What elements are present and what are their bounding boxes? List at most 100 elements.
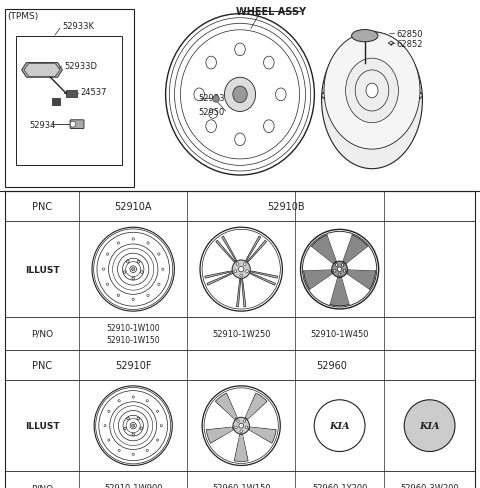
Circle shape <box>162 268 164 271</box>
Ellipse shape <box>264 121 274 133</box>
Bar <box>5 10 134 188</box>
Circle shape <box>130 423 136 429</box>
Polygon shape <box>209 274 240 306</box>
Polygon shape <box>216 241 235 263</box>
Circle shape <box>234 270 237 273</box>
Circle shape <box>104 425 106 427</box>
Circle shape <box>146 400 148 402</box>
Polygon shape <box>226 232 257 261</box>
Ellipse shape <box>235 44 245 57</box>
Ellipse shape <box>346 59 398 123</box>
Ellipse shape <box>351 30 378 42</box>
Ellipse shape <box>324 33 420 150</box>
Bar <box>5 192 475 488</box>
Circle shape <box>404 400 455 451</box>
Circle shape <box>202 386 280 466</box>
Circle shape <box>132 299 134 301</box>
Circle shape <box>239 424 243 428</box>
Circle shape <box>117 243 120 244</box>
Ellipse shape <box>206 121 216 133</box>
Polygon shape <box>310 275 337 305</box>
Polygon shape <box>205 271 232 279</box>
Circle shape <box>132 424 135 427</box>
Circle shape <box>200 228 282 311</box>
Circle shape <box>314 400 365 451</box>
Circle shape <box>141 271 143 274</box>
Circle shape <box>92 228 174 311</box>
Circle shape <box>140 427 143 430</box>
Circle shape <box>132 433 134 436</box>
Polygon shape <box>304 247 333 271</box>
Text: 52950: 52950 <box>198 108 225 117</box>
Circle shape <box>158 284 160 286</box>
Text: 52960: 52960 <box>316 361 347 370</box>
Text: P/NO: P/NO <box>31 329 53 338</box>
Polygon shape <box>249 427 276 444</box>
Circle shape <box>94 386 172 466</box>
Circle shape <box>147 243 149 244</box>
Polygon shape <box>342 275 370 305</box>
Ellipse shape <box>264 57 274 70</box>
Circle shape <box>160 425 162 427</box>
Text: P/NO: P/NO <box>31 483 53 488</box>
Circle shape <box>243 420 246 423</box>
Circle shape <box>107 253 108 256</box>
Text: 52960-1W150: 52960-1W150 <box>212 483 271 488</box>
Text: KIA: KIA <box>420 421 440 430</box>
Circle shape <box>137 417 140 420</box>
Polygon shape <box>250 273 276 286</box>
Text: ILLUST: ILLUST <box>24 421 60 430</box>
Ellipse shape <box>194 89 204 102</box>
Ellipse shape <box>322 33 422 169</box>
Circle shape <box>156 410 159 412</box>
Polygon shape <box>206 427 233 444</box>
Circle shape <box>240 430 242 433</box>
Ellipse shape <box>225 78 255 112</box>
Ellipse shape <box>276 89 286 102</box>
Text: 52910-1W100
52910-1W150: 52910-1W100 52910-1W150 <box>107 323 160 345</box>
Circle shape <box>132 238 134 241</box>
Ellipse shape <box>235 134 245 146</box>
Circle shape <box>108 439 110 441</box>
Circle shape <box>108 410 110 412</box>
Text: 52960-3W200: 52960-3W200 <box>400 483 459 488</box>
Text: ILLUST: ILLUST <box>24 265 60 274</box>
Polygon shape <box>234 435 248 462</box>
Text: 52933K: 52933K <box>62 22 95 31</box>
Circle shape <box>118 400 120 402</box>
Polygon shape <box>251 271 277 279</box>
Text: 52910-1W450: 52910-1W450 <box>311 329 369 338</box>
Circle shape <box>102 268 105 271</box>
Polygon shape <box>241 279 246 307</box>
Circle shape <box>338 273 341 276</box>
Text: 62850: 62850 <box>396 30 422 39</box>
Circle shape <box>239 267 244 272</box>
Text: 52910A: 52910A <box>114 202 152 212</box>
Circle shape <box>240 275 242 277</box>
Polygon shape <box>237 279 241 307</box>
Polygon shape <box>243 430 272 461</box>
Circle shape <box>243 263 246 266</box>
Circle shape <box>236 263 239 266</box>
Circle shape <box>337 267 342 272</box>
Circle shape <box>334 270 336 272</box>
Text: 52910F: 52910F <box>115 361 152 370</box>
Text: 52910B: 52910B <box>267 202 304 212</box>
Circle shape <box>147 295 149 297</box>
Polygon shape <box>227 390 255 417</box>
Circle shape <box>117 295 120 297</box>
Circle shape <box>132 278 134 280</box>
Circle shape <box>245 426 248 429</box>
Circle shape <box>156 439 159 441</box>
Text: 62852: 62852 <box>396 40 422 48</box>
Circle shape <box>130 266 136 273</box>
Ellipse shape <box>366 84 378 99</box>
Circle shape <box>137 261 140 264</box>
Circle shape <box>132 268 135 271</box>
Polygon shape <box>327 233 352 262</box>
Polygon shape <box>330 278 349 306</box>
Text: 52933D: 52933D <box>65 61 98 70</box>
Circle shape <box>132 453 134 455</box>
Text: 52910-1W900: 52910-1W900 <box>104 483 162 488</box>
Text: 24537: 24537 <box>80 88 107 97</box>
